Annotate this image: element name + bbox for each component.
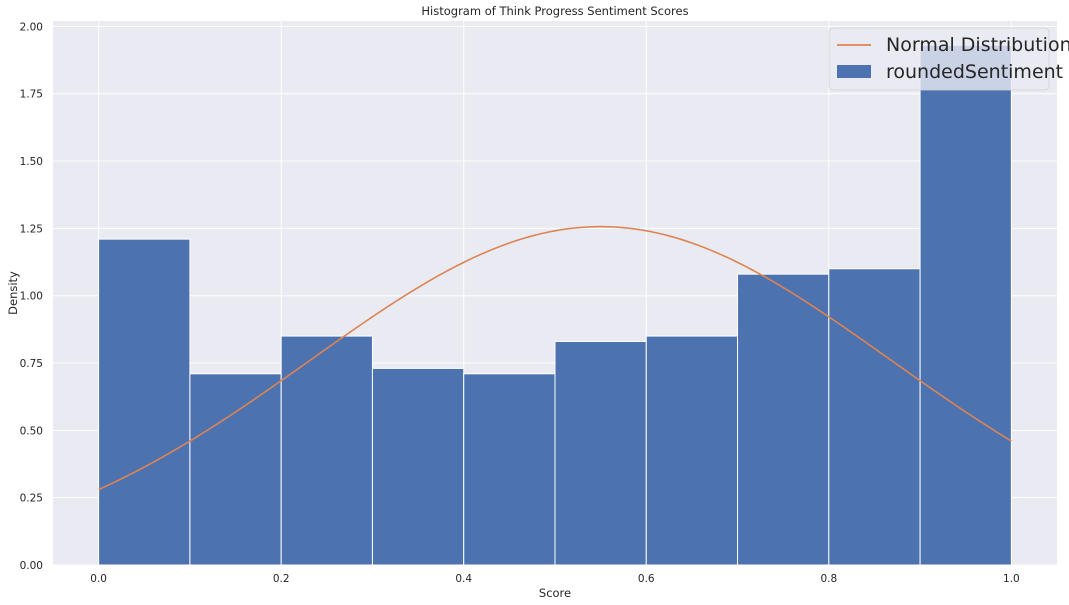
x-tick-label: 0.8 <box>820 573 837 585</box>
histogram-bar <box>554 340 647 566</box>
histogram-bar <box>463 373 556 566</box>
x-tick-label: 0.4 <box>455 573 472 585</box>
y-tick-label: 0.00 <box>20 560 43 572</box>
histogram-bar <box>280 335 373 566</box>
x-tick-label: 0.2 <box>273 573 290 585</box>
x-axis-ticks: 0.0 0.2 0.4 0.6 0.8 1.0 <box>90 573 1019 585</box>
legend-label-rounded-sentiment: roundedSentiment <box>886 61 1063 83</box>
histogram-bar <box>645 335 739 566</box>
legend: Normal Distribution roundedSentiment <box>828 27 1069 91</box>
legend-box <box>828 27 1050 91</box>
normal-distribution-line <box>98 225 1012 491</box>
x-tick-label: 0.0 <box>90 573 107 585</box>
legend-label-normal-distribution: Normal Distribution <box>886 34 1069 56</box>
y-tick-label: 1.25 <box>20 223 43 235</box>
y-tick-label: 1.75 <box>20 89 43 101</box>
histogram-bar <box>828 268 921 566</box>
histogram-bar <box>371 367 465 566</box>
y-tick-label: 0.25 <box>20 493 43 505</box>
y-axis-ticks: 0.00 0.25 0.50 0.75 1.00 1.25 1.50 1.75 2.00 <box>20 21 43 572</box>
y-tick-label: 0.50 <box>20 425 43 437</box>
x-axis-label: Score <box>539 586 571 600</box>
histogram-bar <box>919 44 1012 566</box>
histogram-bar <box>189 373 282 566</box>
histogram-bar <box>98 238 191 566</box>
x-tick-label: 1.0 <box>1003 573 1020 585</box>
y-axis-label: Density <box>6 271 20 315</box>
histogram-bar <box>737 273 830 566</box>
y-tick-label: 0.75 <box>20 358 43 370</box>
y-tick-label: 1.50 <box>20 156 43 168</box>
chart-title: Histogram of Think Progress Sentiment Sc… <box>421 4 688 18</box>
x-tick-label: 0.6 <box>638 573 655 585</box>
histogram-bars <box>98 44 1012 566</box>
y-tick-label: 2.00 <box>20 21 43 33</box>
y-tick-label: 1.00 <box>20 291 43 303</box>
legend-swatch-rounded-sentiment <box>837 65 871 78</box>
